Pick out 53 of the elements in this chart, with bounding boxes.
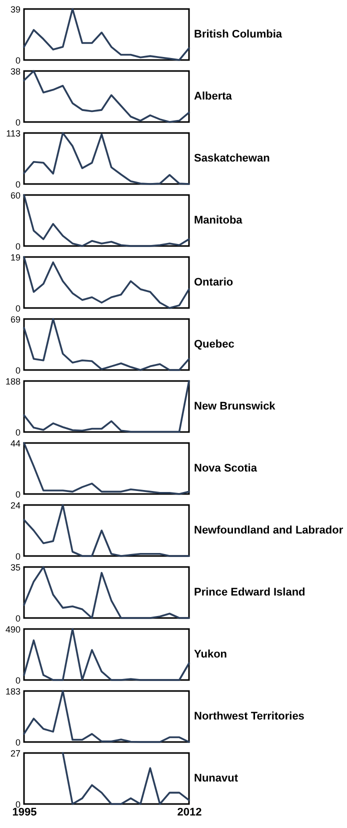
text: New Brunswick [194, 400, 276, 412]
line-series [23, 70, 190, 123]
y-tick-label: 188 [5, 376, 20, 386]
y-tick-label: 0 [15, 738, 20, 748]
y-tick-label: 0 [15, 242, 20, 252]
y-tick-label: 183 [5, 686, 20, 696]
text: Yukon [194, 648, 228, 660]
line-series [23, 318, 190, 371]
text: Nunavut [194, 772, 238, 784]
line-series [62, 752, 190, 805]
text: Nova Scotia [194, 462, 258, 474]
text: Prince Edward Island [194, 586, 306, 598]
text: Newfoundland and Labrador [194, 524, 344, 536]
text: Quebec [194, 338, 234, 350]
line-series [23, 566, 190, 619]
y-tick-label: 0 [15, 180, 20, 190]
y-tick-label: 0 [15, 56, 20, 66]
text: Saskatchewan [194, 152, 270, 164]
line-series [23, 256, 190, 309]
x-tick-label: 2012 [177, 806, 202, 818]
text: Ontario [194, 276, 234, 288]
y-tick-label: 0 [15, 676, 20, 686]
y-tick-label: 69 [10, 314, 20, 324]
line-series [23, 380, 190, 433]
x-tick-label: 1995 [12, 806, 37, 818]
y-tick-label: 0 [15, 428, 20, 438]
y-tick-label: 27 [10, 748, 20, 758]
line-series [23, 504, 190, 557]
y-tick-label: 0 [15, 366, 20, 376]
text: Alberta [194, 90, 233, 102]
y-tick-label: 38 [10, 66, 20, 76]
y-tick-label: 0 [15, 552, 20, 562]
y-tick-label: 490 [5, 624, 20, 634]
line-series [23, 442, 190, 495]
line-series [23, 690, 190, 743]
y-tick-label: 19 [10, 252, 20, 262]
y-tick-label: 44 [10, 438, 20, 448]
y-tick-label: 0 [15, 304, 20, 314]
line-series [23, 132, 190, 185]
line-series [23, 194, 190, 247]
text: Northwest Territories [194, 710, 304, 722]
line-series [23, 628, 190, 681]
text: British Columbia [194, 28, 283, 40]
y-tick-label: 0 [15, 490, 20, 500]
y-tick-label: 24 [10, 500, 20, 510]
y-tick-label: 39 [10, 4, 20, 14]
y-tick-label: 0 [15, 118, 20, 128]
y-tick-label: 113 [6, 128, 20, 138]
text: Manitoba [194, 214, 244, 226]
line-series [23, 8, 190, 61]
y-tick-label: 60 [10, 190, 20, 200]
y-tick-label: 0 [15, 614, 20, 624]
y-tick-label: 35 [10, 562, 20, 572]
